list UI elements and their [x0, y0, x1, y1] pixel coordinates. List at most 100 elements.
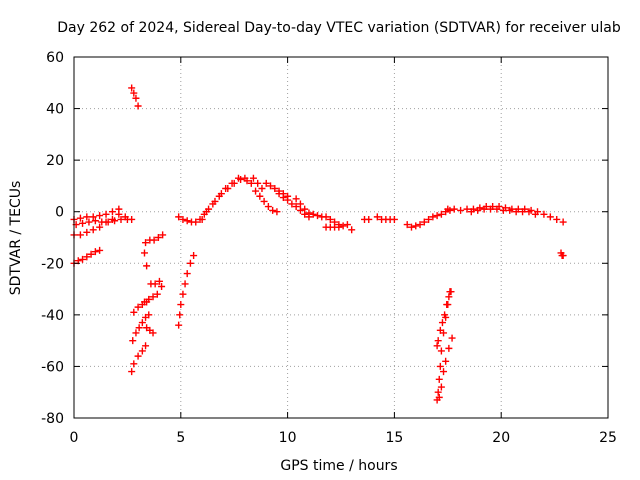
data-point — [130, 308, 138, 316]
data-point — [209, 200, 217, 208]
data-point — [373, 213, 381, 221]
data-point — [79, 255, 87, 263]
series-arc-26 — [373, 213, 398, 223]
data-point — [499, 206, 507, 214]
data-point — [262, 179, 270, 187]
data-point — [177, 301, 185, 309]
data-point — [437, 347, 445, 355]
y-tick-label: -40 — [41, 308, 64, 324]
data-point — [434, 337, 442, 345]
data-point — [234, 174, 242, 182]
data-point — [129, 337, 137, 345]
data-point — [176, 311, 184, 319]
data-point — [142, 342, 150, 350]
data-point — [140, 249, 148, 257]
data-point — [292, 195, 300, 203]
x-tick-label: 15 — [385, 430, 403, 446]
series-arc-06 — [128, 342, 150, 376]
chart-title: Day 262 of 2024, Sidereal Day-to-day VTE… — [57, 20, 621, 36]
data-point — [435, 393, 443, 401]
data-point — [429, 213, 437, 221]
series-arc-11 — [140, 249, 151, 270]
data-point — [403, 221, 411, 229]
data-point — [108, 208, 116, 216]
series-arc-25 — [360, 215, 373, 223]
data-point — [450, 205, 458, 213]
data-point — [150, 236, 158, 244]
data-point — [437, 210, 445, 218]
data-point — [474, 206, 482, 214]
data-point — [444, 205, 452, 213]
data-point — [436, 326, 444, 334]
series-arc-29 — [433, 288, 455, 350]
data-point — [79, 219, 87, 227]
data-point — [480, 205, 488, 213]
series-arc-22 — [292, 195, 330, 221]
data-point — [153, 290, 161, 298]
y-tick-label: -20 — [41, 256, 64, 272]
data-point — [525, 208, 533, 216]
data-point — [348, 226, 356, 234]
data-point — [288, 200, 296, 208]
y-tick-label: 40 — [46, 102, 64, 118]
data-point — [175, 321, 183, 329]
data-point — [183, 270, 191, 278]
data-point — [183, 217, 191, 225]
data-point — [140, 298, 148, 306]
data-point — [343, 221, 351, 229]
data-point — [519, 208, 527, 216]
series-arc-10 — [143, 324, 157, 337]
data-point — [271, 185, 279, 193]
data-point — [559, 252, 567, 260]
data-point — [269, 206, 277, 214]
data-point — [134, 102, 142, 110]
data-point — [145, 295, 153, 303]
data-point — [128, 368, 136, 376]
data-point — [301, 205, 309, 213]
data-point — [425, 215, 433, 223]
data-point — [117, 215, 125, 223]
data-point — [335, 223, 343, 231]
x-tick-label: 0 — [70, 430, 79, 446]
data-point — [198, 215, 206, 223]
data-point — [412, 222, 420, 230]
data-point — [159, 231, 167, 239]
data-point — [135, 324, 143, 332]
data-point — [435, 375, 443, 383]
data-point — [149, 293, 157, 301]
axis-ticks: 0 5 10 15 20 25 -80 -60 -40 -20 0 20 40 60 — [41, 50, 617, 446]
data-point — [546, 213, 554, 221]
data-point — [83, 228, 91, 236]
data-point — [447, 288, 455, 296]
data-point — [416, 221, 424, 229]
data-point — [296, 206, 304, 214]
data-point — [252, 187, 260, 195]
data-point — [91, 217, 99, 225]
data-point — [130, 360, 138, 368]
y-tick-label: -80 — [41, 411, 64, 427]
data-point — [512, 208, 520, 216]
data-point — [87, 250, 95, 258]
data-point — [215, 192, 223, 200]
data-point — [540, 210, 548, 218]
data-point — [305, 209, 313, 217]
series-arc-07 — [129, 311, 153, 345]
data-point — [256, 192, 264, 200]
data-point — [241, 174, 249, 182]
data-point — [440, 368, 448, 376]
data-point — [441, 311, 449, 319]
data-point — [322, 213, 330, 221]
data-point — [438, 319, 446, 327]
data-point — [292, 203, 300, 211]
y-tick-label: 0 — [55, 205, 64, 221]
data-point — [273, 208, 281, 216]
data-point — [443, 301, 451, 309]
data-point — [91, 248, 99, 256]
data-point — [128, 84, 136, 92]
data-point — [326, 215, 334, 223]
data-point — [457, 206, 465, 214]
x-tick-label: 25 — [599, 430, 617, 446]
data-point — [143, 262, 151, 270]
x-tick-label: 20 — [492, 430, 510, 446]
data-point — [130, 89, 138, 97]
